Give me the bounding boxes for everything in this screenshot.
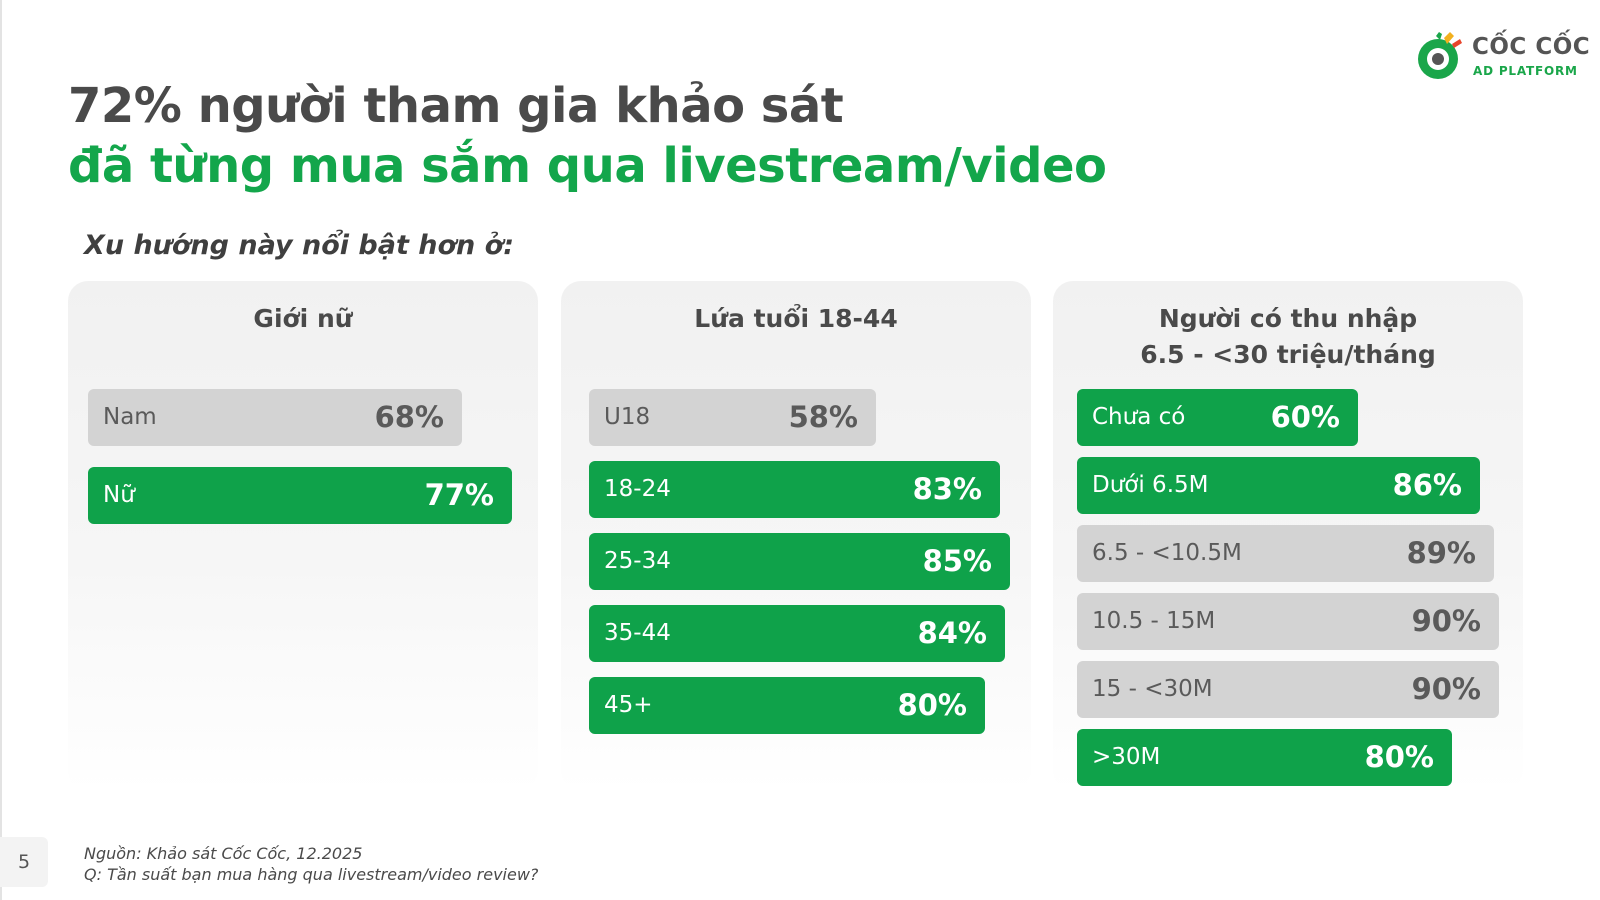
bar-value-label: 90% xyxy=(1411,604,1481,638)
bar-value-label: 68% xyxy=(374,400,444,434)
panel-title-line: 6.5 - <30 triệu/tháng xyxy=(1140,340,1436,369)
bar-value-label: 80% xyxy=(1364,740,1434,774)
bar: Dưới 6.5M 86% xyxy=(1077,457,1480,514)
panel-gender: Giới nữ Nam 68% Nữ 77% xyxy=(68,281,538,791)
bar-value-label: 83% xyxy=(912,472,982,506)
panel-income: Người có thu nhập 6.5 - <30 triệu/tháng … xyxy=(1053,281,1523,791)
bar: U18 58% xyxy=(589,389,876,446)
bar: 18-24 83% xyxy=(589,461,1000,518)
bar-label: U18 xyxy=(604,404,651,430)
bar-label: 10.5 - 15M xyxy=(1092,608,1216,634)
bar: Nam 68% xyxy=(88,389,462,446)
page-edge xyxy=(0,0,2,900)
bar: 45+ 80% xyxy=(589,677,985,734)
bar-value-label: 58% xyxy=(788,400,858,434)
panel-title: Lứa tuổi 18-44 xyxy=(561,301,1031,337)
bar-value-label: 90% xyxy=(1411,672,1481,706)
logo-name: CỐC CỐC xyxy=(1472,34,1591,60)
bar-value-label: 85% xyxy=(922,544,992,578)
bar-label: 35-44 xyxy=(604,620,671,646)
page-title-line-1: 72% người tham gia khảo sát xyxy=(68,78,844,134)
bar: 10.5 - 15M 90% xyxy=(1077,593,1499,650)
bar-label: 45+ xyxy=(604,692,653,718)
page-title-line-2: đã từng mua sắm qua livestream/video xyxy=(68,138,1107,194)
bar-label: 25-34 xyxy=(604,548,671,574)
bar: Nữ 77% xyxy=(88,467,512,524)
bar-value-label: 77% xyxy=(424,478,494,512)
bar-label: Dưới 6.5M xyxy=(1092,472,1209,498)
bar-value-label: 84% xyxy=(917,616,987,650)
bar-label: Nam xyxy=(103,404,157,430)
bar: 6.5 - <10.5M 89% xyxy=(1077,525,1494,582)
coccoc-logo: CỐC CỐC AD PLATFORM xyxy=(1414,28,1590,84)
bar-label: Nữ xyxy=(103,482,135,508)
bar: 35-44 84% xyxy=(589,605,1005,662)
panel-title: Giới nữ xyxy=(68,301,538,337)
bar-label: 18-24 xyxy=(604,476,671,502)
bar: >30M 80% xyxy=(1077,729,1452,786)
bar-label: >30M xyxy=(1092,744,1161,770)
panel-title-line: Giới nữ xyxy=(253,304,353,333)
panel-title-line: Lứa tuổi 18-44 xyxy=(694,304,898,333)
logo-tagline: AD PLATFORM xyxy=(1473,64,1578,78)
survey-question: Q: Tần suất bạn mua hàng qua livestream/… xyxy=(84,865,539,884)
page-number: 5 xyxy=(0,837,48,887)
section-subtitle: Xu hướng này nổi bật hơn ở: xyxy=(84,230,515,261)
coccoc-logo-icon xyxy=(1418,32,1462,79)
bar-label: 6.5 - <10.5M xyxy=(1092,540,1242,566)
bar-value-label: 60% xyxy=(1270,400,1340,434)
bar-value-label: 86% xyxy=(1392,468,1462,502)
panel-title: Người có thu nhập 6.5 - <30 triệu/tháng xyxy=(1053,301,1523,373)
panel-title-line: Người có thu nhập xyxy=(1158,304,1418,333)
source-note: Nguồn: Khảo sát Cốc Cốc, 12.2025 Q: Tần … xyxy=(84,843,538,885)
bar-label: 15 - <30M xyxy=(1092,676,1213,702)
panel-age: Lứa tuổi 18-44 U18 58% 18-24 83% 25-34 85% 35-… xyxy=(561,281,1031,791)
bar-value-label: 80% xyxy=(897,688,967,722)
source-text: Nguồn: Khảo sát Cốc Cốc, 12.2025 xyxy=(84,844,363,863)
bar: Chưa có 60% xyxy=(1077,389,1358,446)
bar-value-label: 89% xyxy=(1406,536,1476,570)
bar-label: Chưa có xyxy=(1092,404,1186,430)
bar: 25-34 85% xyxy=(589,533,1010,590)
bar: 15 - <30M 90% xyxy=(1077,661,1499,718)
